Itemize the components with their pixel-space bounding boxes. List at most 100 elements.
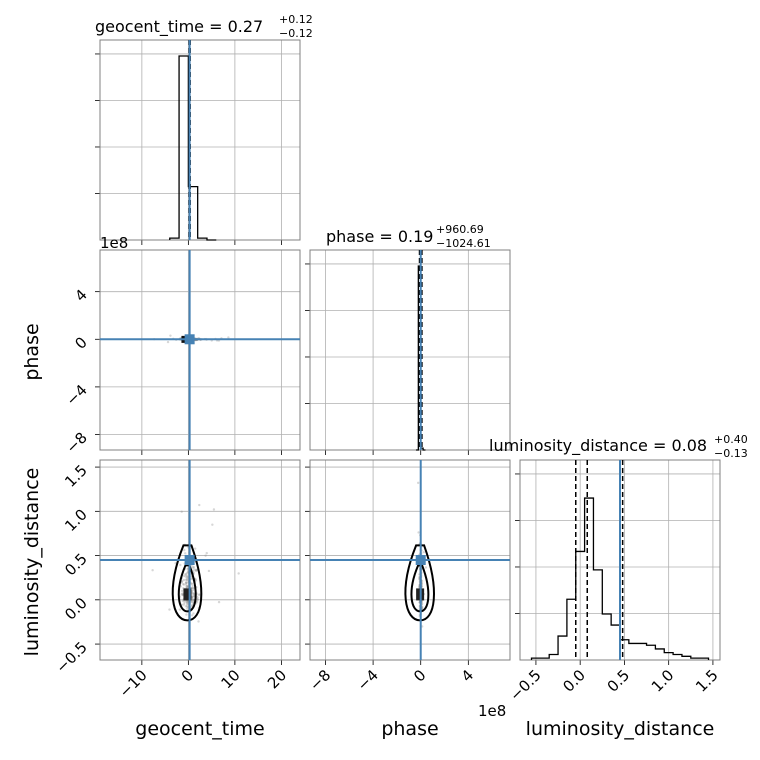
sample-point — [185, 585, 188, 588]
sample-point — [196, 597, 199, 601]
sample-point — [191, 603, 194, 607]
sample-point — [194, 569, 198, 573]
sample-point — [186, 585, 190, 588]
sample-point — [182, 603, 186, 606]
sample-point — [184, 581, 188, 585]
contour-outer — [171, 544, 203, 622]
title-luminosity-distance: luminosity_distance = 0.08 +0.40 −0.13 — [489, 433, 748, 460]
truth-marker — [184, 555, 195, 565]
panel-frame — [99, 249, 301, 451]
sample-point — [185, 613, 188, 616]
title-luminosity-distance-lower: −0.13 — [714, 447, 748, 460]
title-phase: phase = 0.19 +960.69 −1024.61 — [326, 223, 491, 250]
sample-point — [186, 600, 189, 604]
sample-point — [186, 575, 190, 579]
ytick-label-phase_y-3: 4 — [71, 286, 90, 305]
sample-point — [178, 608, 182, 611]
xtick-label-geocent_time-0: −10 — [116, 666, 151, 701]
sample-point — [190, 600, 194, 603]
sample-point — [184, 573, 188, 576]
sample-point — [191, 598, 194, 601]
panel-1-0 — [95, 249, 301, 455]
sample-point — [192, 565, 195, 569]
sample-point — [191, 595, 194, 599]
sample-point — [217, 600, 221, 604]
xtick-label-phase-1: −4 — [354, 666, 382, 694]
ytick-label-phase_y-1: −4 — [62, 381, 90, 409]
sample-point — [204, 554, 207, 557]
sample-point — [185, 578, 188, 581]
ylabel-phase: phase — [21, 323, 43, 380]
ytick-label-phase_y-2: 0 — [71, 333, 90, 352]
sample-point — [182, 583, 186, 586]
sample-point — [186, 574, 189, 578]
sample-point — [197, 620, 200, 623]
sample-point — [191, 586, 195, 590]
sample-point — [181, 589, 184, 593]
sample-point — [186, 605, 189, 608]
sample-point — [151, 569, 154, 572]
panel-2-0 — [95, 459, 301, 665]
density-core — [183, 588, 192, 601]
title-geocent-time-lower: −0.12 — [279, 27, 313, 40]
sample-point — [181, 583, 185, 586]
sample-point — [191, 565, 194, 568]
panel-0-0 — [95, 39, 301, 245]
sample-point — [186, 568, 189, 571]
sample-point — [417, 531, 420, 534]
sample-point — [191, 598, 195, 601]
panel-1-1 — [305, 249, 511, 455]
sample-point — [237, 572, 240, 575]
sample-point — [166, 340, 170, 344]
sample-point — [185, 576, 189, 580]
sample-point — [190, 614, 194, 617]
sample-point — [185, 578, 188, 582]
sample-point — [180, 510, 183, 513]
xtick-label-geocent_time-3: 20 — [264, 666, 290, 692]
xtick-label-phase-3: 4 — [458, 666, 477, 685]
title-phase-upper: +960.69 — [436, 223, 484, 236]
sample-point — [183, 599, 186, 603]
offset-label-phase-x: 1e8 — [478, 702, 506, 720]
truth-marker — [415, 555, 426, 565]
sample-point — [182, 578, 186, 582]
ytick-label-luminosity_distance_y-4: 1.5 — [61, 461, 91, 491]
ylabel-luminosity-distance: luminosity_distance — [21, 468, 43, 657]
sample-point — [185, 600, 188, 604]
panel-2-2 — [515, 459, 721, 665]
sample-point — [192, 594, 195, 598]
sample-point — [184, 552, 187, 555]
sample-point — [212, 508, 216, 511]
xlabel-luminosity-distance: luminosity_distance — [526, 718, 715, 740]
sample-point — [205, 551, 208, 555]
sample-point — [185, 603, 189, 606]
offset-label-phase-y: 1e8 — [100, 234, 128, 252]
sample-point — [207, 569, 211, 573]
panel-frame — [309, 249, 511, 451]
sample-point — [191, 601, 194, 604]
sample-point — [185, 607, 189, 610]
histogram-geocent_time — [169, 55, 217, 241]
sample-point — [181, 599, 185, 603]
sample-point — [190, 577, 193, 581]
xlabel-phase: phase — [381, 718, 438, 740]
sample-point — [186, 602, 189, 605]
sample-point — [193, 547, 197, 550]
sample-point — [183, 548, 186, 552]
sample-point — [196, 596, 199, 599]
xtick-label-luminosity_distance_x-2: 0.5 — [604, 666, 634, 696]
sample-point — [191, 591, 195, 595]
sample-point — [184, 575, 187, 578]
sample-point — [416, 481, 420, 485]
xtick-label-luminosity_distance_x-3: 1.0 — [648, 666, 678, 696]
sample-point — [186, 600, 190, 603]
sample-point — [192, 587, 195, 590]
sample-point — [211, 523, 214, 526]
ytick-label-luminosity_distance_y-2: 0.5 — [61, 550, 91, 580]
sample-point — [185, 571, 189, 575]
sample-point — [182, 574, 186, 578]
title-phase-main: phase = 0.19 — [326, 227, 433, 246]
sample-point — [197, 593, 201, 596]
title-geocent-time-upper: +0.12 — [279, 13, 313, 26]
